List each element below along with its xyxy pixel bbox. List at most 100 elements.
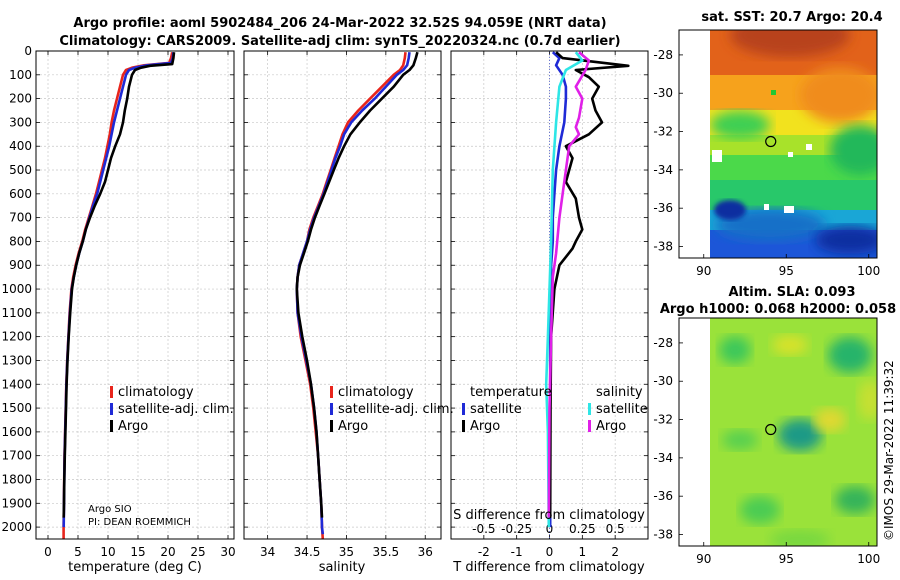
legend-label-argo: Argo [338, 419, 368, 434]
x2-tick-label: -0.5 [472, 522, 495, 536]
map-y-tick-label: -38 [653, 240, 673, 254]
argo-position-marker [765, 423, 777, 436]
panel-frame [450, 50, 649, 540]
credit-line-1: Argo SIO [88, 504, 132, 515]
panel-frame [35, 50, 235, 540]
y-tick-label: 1100 [1, 306, 32, 320]
legend-swatch-s-satellite [588, 403, 591, 415]
sla-map-title-line-2: Argo h1000: 0.068 h2000: 0.058 [660, 302, 896, 317]
y-tick-label: 1700 [1, 449, 32, 463]
watermark: ©IMOS 29-Mar-2022 11:39:32 [882, 360, 896, 541]
map-y-tick-label: -34 [653, 163, 673, 177]
credit-line-2: PI: DEAN ROEMMICH [88, 517, 191, 528]
temperature-panel: 0100200300400500600700800900100011001200… [1, 44, 235, 559]
series-line-climatology [62, 51, 174, 539]
difference-panel: -2 -1 0 1 2-0.5 -0.25 0 0.25 0.5 [450, 50, 649, 559]
map-y-tick-label: -34 [653, 451, 673, 465]
map-x-tick-label: 100 [857, 264, 880, 278]
x2-tick-label: -0.25 [501, 522, 532, 536]
salinity-panel: 34 34.5 35 35.5 36 [243, 50, 442, 559]
difference-legend: temperature salinity satellite Argo sate… [462, 385, 648, 434]
y-tick-label: 600 [9, 187, 32, 201]
map-y-tick-label: -30 [653, 374, 673, 388]
sst-map-image [710, 30, 877, 258]
x-tick-label: 0 [546, 545, 554, 559]
series-line-argo [62, 52, 176, 518]
map-y-tick-label: -30 [653, 86, 673, 100]
legend-label-s-argo: Argo [596, 419, 626, 434]
y-tick-label: 1000 [1, 282, 32, 296]
y-tick-label: 1300 [1, 353, 32, 367]
x-tick-label: 20 [160, 545, 175, 559]
difference-xlabel: T difference from climatology [452, 560, 645, 575]
legend-swatch-climatology [330, 386, 333, 398]
y-tick-label: 1500 [1, 401, 32, 415]
y-tick-label: 100 [9, 68, 32, 82]
x-tick-label: 15 [130, 545, 145, 559]
x-tick-label: -1 [511, 545, 523, 559]
map-x-tick-label: 90 [696, 552, 711, 566]
y-tick-label: 700 [9, 211, 32, 225]
y-tick-label: 1800 [1, 472, 32, 486]
y-tick-label: 500 [9, 163, 32, 177]
legend-heading-temperature: temperature [470, 385, 552, 400]
legend-heading-salinity: salinity [596, 385, 643, 400]
series-line-t-argo [548, 51, 630, 518]
legend-swatch-argo [110, 420, 113, 432]
map-y-tick-label: -28 [653, 48, 673, 62]
map-y-tick-label: -38 [653, 528, 673, 542]
legend-label-s-satellite: satellite [596, 402, 648, 417]
x-tick-label: -2 [478, 545, 490, 559]
y-tick-label: 1200 [1, 330, 32, 344]
x2-tick-label: 0.5 [606, 522, 625, 536]
map-frame [678, 317, 878, 547]
temperature-legend: climatology satellite-adj. clim. Argo [110, 385, 234, 434]
legend-swatch-s-argo [588, 420, 591, 432]
y-tick-label: 1900 [1, 496, 32, 510]
x-tick-label: 30 [220, 545, 235, 559]
x-tick-label: 2 [611, 545, 619, 559]
y-tick-label: 1600 [1, 425, 32, 439]
sst-map-axes: 90 95 100 -28 -30 -32 -34 -36 -38 [653, 29, 880, 278]
legend-label-t-satellite: satellite [470, 402, 522, 417]
map-y-tick-label: -36 [653, 201, 673, 215]
y-tick-label: 400 [9, 139, 32, 153]
y-tick-label: 1400 [1, 377, 32, 391]
x-tick-label: 25 [190, 545, 205, 559]
legend-label-climatology: climatology [118, 385, 194, 400]
series-line-satellite-adj-clim- [295, 52, 411, 535]
x-tick-label: 36 [418, 545, 433, 559]
sst-map-title: sat. SST: 20.7 Argo: 20.4 [701, 10, 882, 25]
y-tick-label: 300 [9, 115, 32, 129]
y-tick-label: 800 [9, 234, 32, 248]
legend-swatch-argo [330, 420, 333, 432]
map-x-tick-label: 100 [857, 552, 880, 566]
x-tick-label: 1 [579, 545, 587, 559]
difference-xlabel-salinity: S difference from climatology [453, 508, 645, 523]
x-tick-label: 35 [339, 545, 354, 559]
salinity-xlabel: salinity [319, 560, 366, 575]
x-tick-label: 10 [100, 545, 115, 559]
map-x-tick-label: 95 [779, 264, 794, 278]
legend-label-satellite: satellite-adj. clim. [118, 402, 234, 417]
x-tick-label: 35.5 [372, 545, 399, 559]
salinity-legend: climatology satellite-adj. clim. Argo [330, 385, 454, 434]
series-line-s-argo [547, 51, 591, 518]
x2-tick-label: 0.25 [569, 522, 596, 536]
map-x-tick-label: 90 [696, 264, 711, 278]
legend-label-climatology: climatology [338, 385, 414, 400]
y-tick-label: 2000 [1, 520, 32, 534]
legend-label-satellite: satellite-adj. clim. [338, 402, 454, 417]
panel-frame [243, 50, 442, 540]
legend-swatch-satellite [330, 403, 333, 415]
legend-label-t-argo: Argo [470, 419, 500, 434]
temperature-xlabel: temperature (deg C) [68, 560, 202, 575]
series-line-argo [295, 51, 419, 518]
sla-map-axes: 90 95 100 -28 -30 -32 -34 -36 -38 [653, 317, 880, 566]
x-tick-label: 5 [74, 545, 82, 559]
series-line-climatology [295, 52, 407, 539]
x-tick-label: 34 [260, 545, 275, 559]
argo-position-marker [765, 135, 777, 148]
legend-label-argo: Argo [118, 419, 148, 434]
